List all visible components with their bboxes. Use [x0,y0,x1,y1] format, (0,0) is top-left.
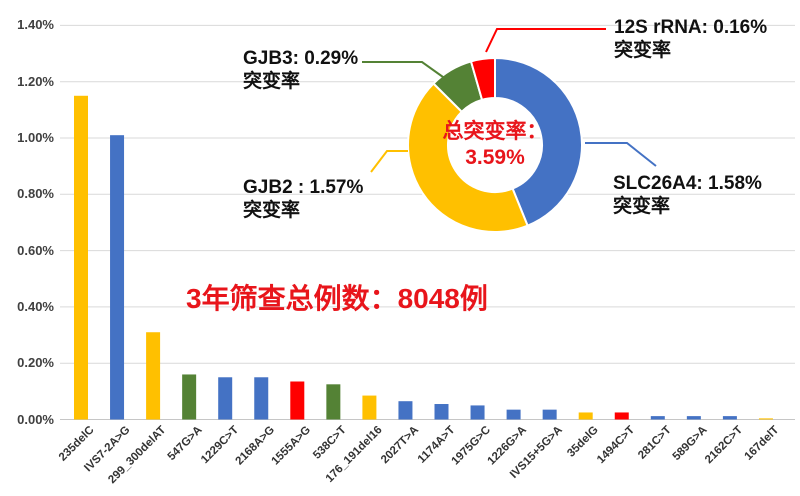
callout-12s-rrna: 12S rRNA: 0.16% 突变率 [614,16,767,62]
bar-1555A>G[interactable] [290,381,305,420]
leader-line-12s-rrna [485,28,606,53]
bar-547G>A[interactable] [182,374,197,420]
screening-total-annotation: 3年筛查总例数：8048例 [186,283,488,314]
y-axis-tick-label: 0.00% [17,411,54,427]
callout-slc26a4-value: SLC26A4: 1.58% [613,173,762,194]
bar-176_191del16[interactable] [362,395,377,420]
donut-center-total-label: 总突变率： 3.59% [423,119,567,171]
donut-center-total-value: 3.59% [465,146,525,169]
callout-gjb2: GJB2 : 1.57% 突变率 [243,176,363,222]
callout-gjb2-caption: 突变率 [243,200,301,221]
bar-IVS15+5G>A[interactable] [542,409,557,420]
callout-slc26a4: SLC26A4: 1.58% 突变率 [613,172,762,218]
leader-line-slc26a4 [585,142,657,167]
callout-slc26a4-caption: 突变率 [613,196,671,217]
y-axis-tick-label: 1.20% [17,73,54,89]
bar-1494C>T[interactable] [614,412,629,420]
bar-538C>T[interactable] [326,384,341,420]
callout-12s-rrna-value: 12S rRNA: 0.16% [614,17,768,38]
callout-12s-rrna-caption: 突变率 [614,40,672,61]
bar-1174A>T[interactable] [434,404,449,420]
donut-segment-12s-rrna[interactable] [470,57,496,101]
bar-235delC[interactable] [74,95,88,420]
bar-1975G>C[interactable] [470,405,485,420]
y-axis-tick-label: 0.20% [17,355,54,371]
bar-299_300delAT[interactable] [146,332,161,420]
bar-589G>A[interactable] [686,416,701,420]
bar-1229C>T[interactable] [218,377,233,420]
donut-segment-slc26a4[interactable] [494,57,583,227]
bar-281C>T[interactable] [650,416,665,420]
y-axis-tick-label: 0.60% [17,242,54,258]
bar-2027T>A[interactable] [398,401,413,420]
donut-center-total-caption: 总突变率： [442,120,548,143]
callout-gjb3-value: GJB3: 0.29% [243,48,359,69]
callout-gjb3-caption: 突变率 [243,71,301,92]
bar-2168A>G[interactable] [254,377,269,420]
y-axis-tick-label: 0.80% [17,186,54,202]
callout-gjb3: GJB3: 0.29% 突变率 [243,47,358,93]
callout-gjb2-value: GJB2 : 1.57% [243,177,364,198]
bar-2162C>T[interactable] [722,416,737,420]
leader-line-gjb3 [362,61,451,83]
bar-167delT[interactable] [758,418,773,420]
bar-35delG[interactable] [578,412,593,420]
bar-IVS7-2A>G[interactable] [110,135,125,420]
y-axis-tick-label: 1.40% [17,17,54,33]
y-axis-tick-label: 1.00% [17,130,54,145]
donut-segment-gjb2[interactable] [407,82,529,233]
leader-line-gjb2 [370,150,408,173]
y-axis-tick-label: 0.40% [17,298,54,314]
bar-1226G>A[interactable] [506,409,521,420]
